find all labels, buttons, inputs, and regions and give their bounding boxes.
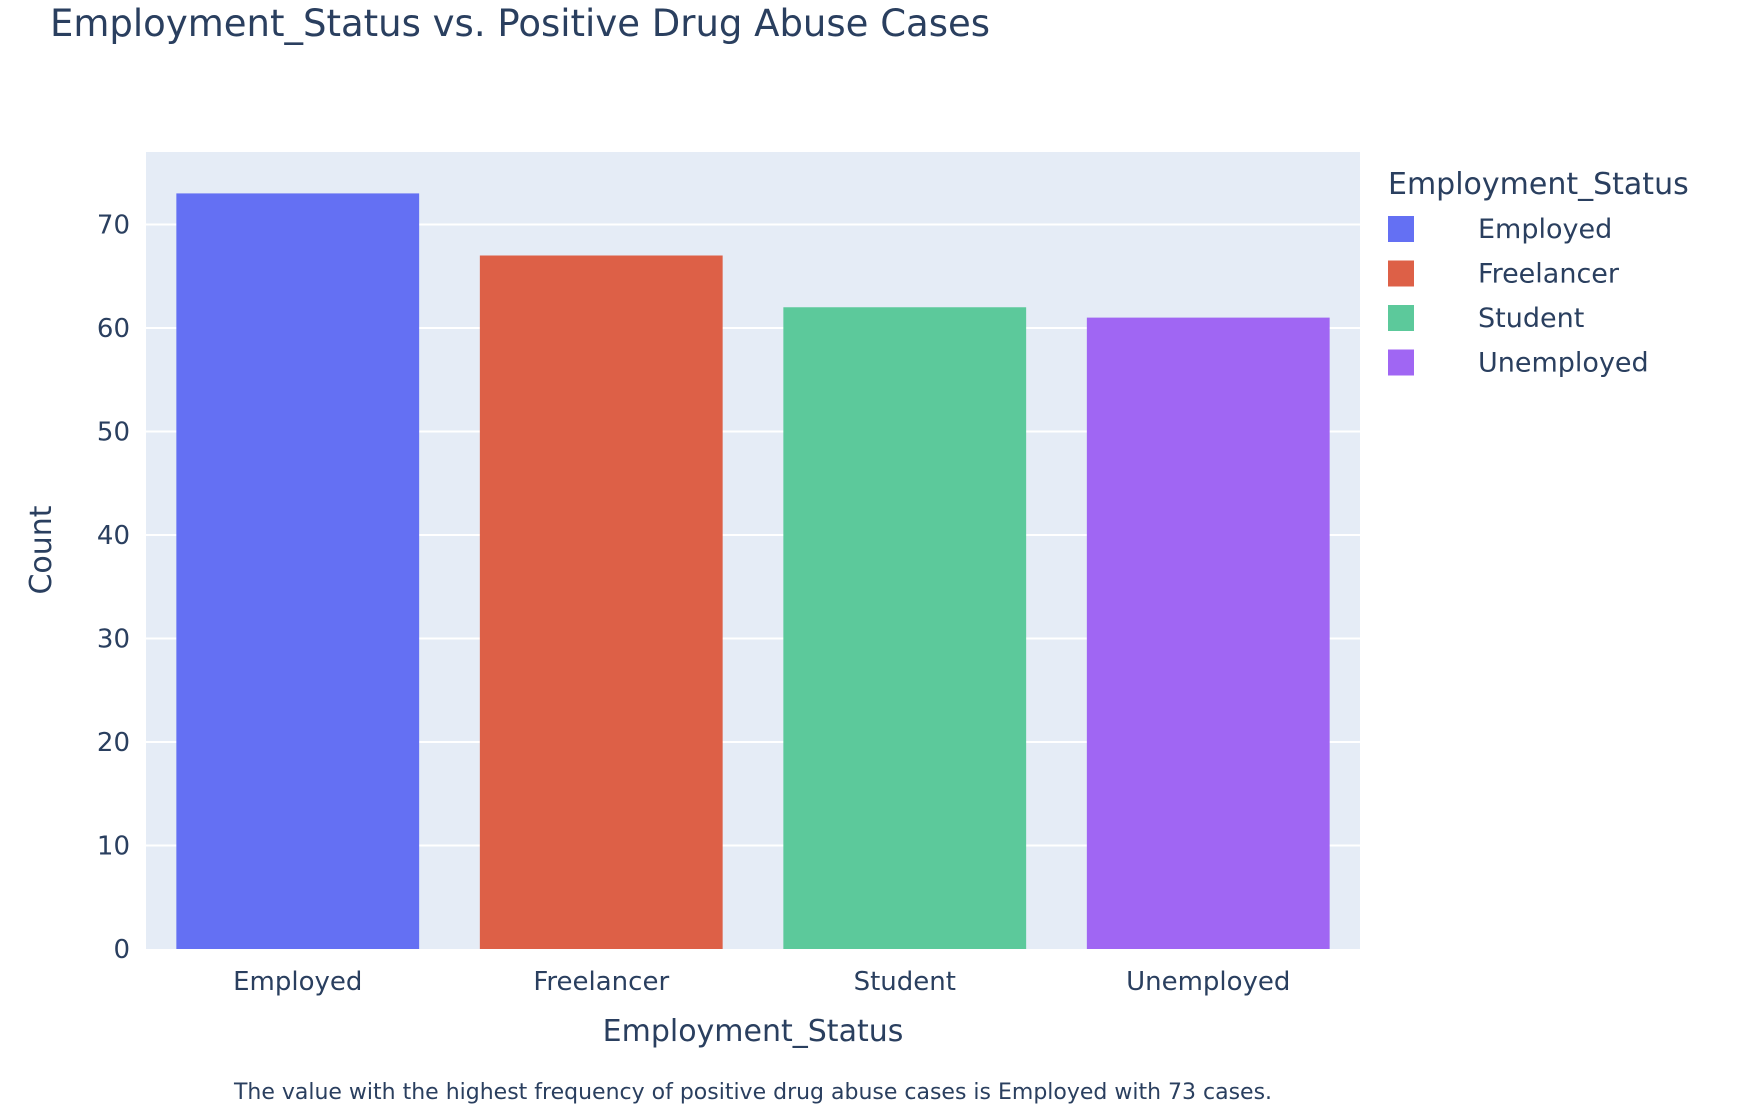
y-tick-label: 60 [97,314,130,344]
legend-swatch [1388,305,1414,331]
y-tick-label: 0 [113,935,130,965]
legend-title: Employment_Status [1388,167,1689,202]
bar-unemployed[interactable] [1086,317,1330,950]
x-tick-label: Student [854,967,956,997]
y-tick-label: 50 [97,417,130,447]
legend-item-label: Freelancer [1478,259,1620,290]
legend[interactable]: Employment_Status Employed Freelancer Stud… [1388,167,1689,379]
bar-employed[interactable] [176,193,420,950]
bar-student[interactable] [783,307,1027,949]
bar-freelancer[interactable] [479,255,723,950]
y-tick-label: 20 [97,728,130,758]
legend-item-label: Unemployed [1478,348,1649,379]
y-axis-ticks: 0 10 20 30 40 50 60 70 [97,210,130,965]
legend-item-label: Student [1478,303,1584,334]
legend-item-label: Employed [1478,214,1612,245]
y-axis-title: Count [24,505,59,594]
x-tick-label: Employed [233,967,362,997]
x-tick-label: Unemployed [1126,967,1290,997]
legend-swatch [1388,349,1414,376]
bar-series [176,193,1330,950]
x-tick-label: Freelancer [533,967,669,997]
y-tick-label: 70 [97,210,130,240]
y-tick-label: 30 [97,624,130,654]
y-tick-label: 40 [97,521,130,551]
x-axis-title: Employment_Status [603,1014,904,1049]
y-tick-label: 10 [97,831,130,861]
legend-swatch [1388,260,1414,287]
legend-swatch [1388,216,1414,242]
x-axis-ticks: Employed Freelancer Student Unemployed [233,967,1290,997]
chart-title: Employment_Status vs. Positive Drug Abus… [50,2,990,45]
chart-annotation: The value with the highest frequency of … [233,1080,1272,1105]
